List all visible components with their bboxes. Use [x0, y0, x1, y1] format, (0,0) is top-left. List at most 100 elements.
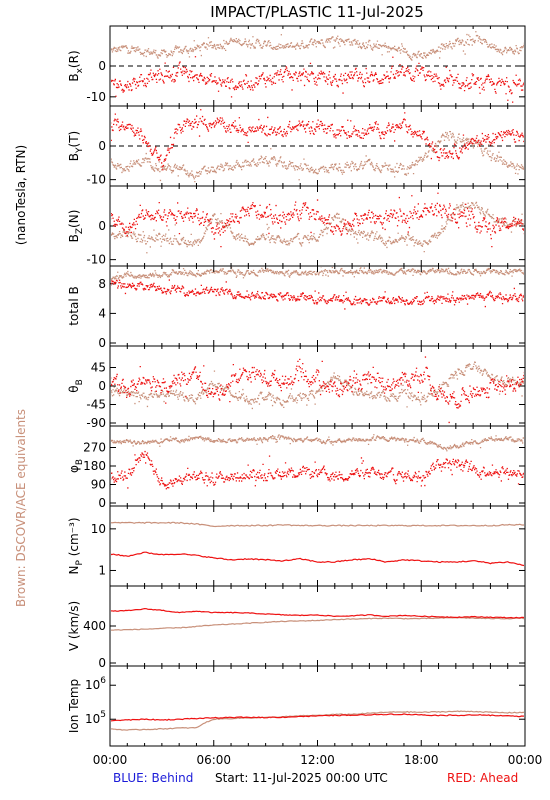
series-ahead-line	[111, 551, 524, 567]
series-dscovr-line	[111, 710, 524, 731]
panel-data	[111, 434, 524, 490]
y-axis-label: BY(T)	[67, 131, 85, 161]
series-dscovr-line	[111, 521, 524, 528]
series-ahead-points	[111, 192, 524, 248]
x-tick-label: 18:00	[404, 753, 439, 767]
y-tick-label: 4	[98, 306, 106, 320]
y-axis-label-sub: Z	[75, 228, 85, 234]
y-tick-label: 0	[98, 379, 106, 393]
x-tick-label: 06:00	[196, 753, 231, 767]
panel-theta: -90 -45 0 45 θB	[67, 345, 526, 430]
panel-data	[111, 31, 524, 103]
y-tick-label: 0	[98, 496, 106, 510]
series-dscovr-points	[111, 434, 524, 452]
panel-bz: -10 0 BZ(N)	[67, 185, 526, 267]
panel-data	[111, 521, 524, 567]
y-tick-label: 0	[98, 336, 106, 350]
y-axis-label: θB	[67, 379, 85, 393]
y-tick-label: 180	[83, 459, 106, 473]
y-axis-label-main: B	[67, 73, 81, 81]
panel-data	[111, 710, 524, 731]
y-tick-label: 106	[85, 676, 106, 692]
series-ahead-line	[111, 713, 524, 722]
panel-frame	[109, 665, 526, 747]
series-ahead-points	[111, 109, 524, 171]
y-tick-exponent: 5	[100, 710, 106, 720]
panel-frame	[109, 505, 526, 587]
y-tick-exponent: 6	[100, 676, 106, 686]
series-ahead-line	[111, 607, 524, 619]
x-tick-label: 12:00	[300, 753, 335, 767]
y-tick-label: 105	[85, 710, 106, 726]
y-tick-label: -45	[86, 398, 106, 412]
y-tick-label: 0	[98, 656, 106, 670]
y-axis-label-sub: B	[75, 379, 85, 385]
series-ahead-points	[111, 56, 524, 103]
panel-frame	[109, 265, 526, 347]
y-axis-label-suffix: (R)	[67, 50, 81, 68]
series-dscovr-line	[111, 616, 524, 631]
y-axis-label-main: φ	[67, 465, 81, 473]
y-axis-label-main: N	[67, 566, 81, 575]
y-axis-label-sub: B	[75, 459, 85, 465]
y-axis-label: BZ(N)	[67, 210, 85, 243]
y-tick-label: 45	[91, 361, 106, 375]
units-label: (nanoTesla, RTN)	[14, 145, 28, 245]
y-tick-label: -10	[86, 173, 106, 187]
y-axis-label-main: B	[67, 153, 81, 161]
series-ahead-points	[111, 356, 524, 424]
panel-data	[111, 356, 524, 424]
panel-phi: 0 90 180 270 φB	[67, 425, 526, 510]
dscovr-note: Brown: DSCOVR/ACE equivalents	[14, 409, 28, 607]
panel-bx: -10 0 Bx(R)	[67, 25, 526, 107]
y-tick-label: 0	[98, 139, 106, 153]
y-tick-label: -10	[86, 253, 106, 267]
y-axis-label-main: θ	[67, 385, 81, 392]
series-ahead-points	[111, 450, 524, 490]
y-tick-label: 1	[98, 563, 106, 577]
y-axis-label-sub: Y	[75, 147, 85, 154]
behind-legend: BLUE: Behind	[113, 771, 194, 785]
time-axis: 00:00 06:00 12:00 18:00 00:00	[93, 753, 543, 767]
y-tick-label: 0	[98, 59, 106, 73]
y-axis-label-suffix: (cm⁻³)	[67, 517, 81, 560]
y-axis-label: φB	[67, 459, 85, 473]
y-axis-label: NP (cm⁻³)	[67, 517, 85, 574]
y-axis-label-main: B	[67, 234, 81, 242]
y-axis-label-main: total B	[67, 286, 81, 326]
panel-by: -10 0 BY(T)	[67, 105, 526, 187]
panel-data	[111, 192, 524, 254]
y-tick-label: 10	[91, 522, 106, 536]
series-ahead-points	[111, 279, 524, 310]
y-axis-label-sub: P	[75, 560, 85, 566]
series-dscovr-points	[111, 31, 524, 61]
y-tick-label: -90	[86, 416, 106, 430]
y-axis-label: Ion Temp	[67, 679, 81, 733]
panel-np: 1 10 NP (cm⁻³)	[67, 505, 526, 587]
panel-data	[111, 607, 524, 631]
y-tick-label: 400	[83, 619, 106, 633]
x-tick-label: 00:00	[93, 753, 128, 767]
ahead-legend: RED: Ahead	[447, 771, 519, 785]
panel-frame	[109, 585, 526, 667]
y-axis-label-main: Ion Temp	[67, 679, 81, 733]
y-tick-label: 8	[98, 277, 106, 291]
y-axis-label: Bx(R)	[67, 50, 85, 81]
plot-title: IMPACT/PLASTIC 11-Jul-2025	[210, 3, 424, 21]
series-dscovr-points	[111, 267, 524, 281]
y-tick-label: 90	[91, 478, 106, 492]
y-tick-label: 0	[98, 219, 106, 233]
y-axis-label-main: V (km/s)	[67, 601, 81, 651]
panel-data	[111, 267, 524, 310]
panel-btot: 0 4 8 total B	[67, 265, 526, 350]
y-axis-label: V (km/s)	[67, 601, 81, 651]
y-tick-label: -10	[86, 90, 106, 104]
series-dscovr-points	[111, 361, 524, 410]
y-axis-label-suffix: (N)	[67, 210, 81, 228]
panel-temp: 105 106 Ion Temp	[67, 665, 526, 747]
x-tick-label: 00:00	[508, 753, 543, 767]
panel-frame	[109, 185, 526, 267]
